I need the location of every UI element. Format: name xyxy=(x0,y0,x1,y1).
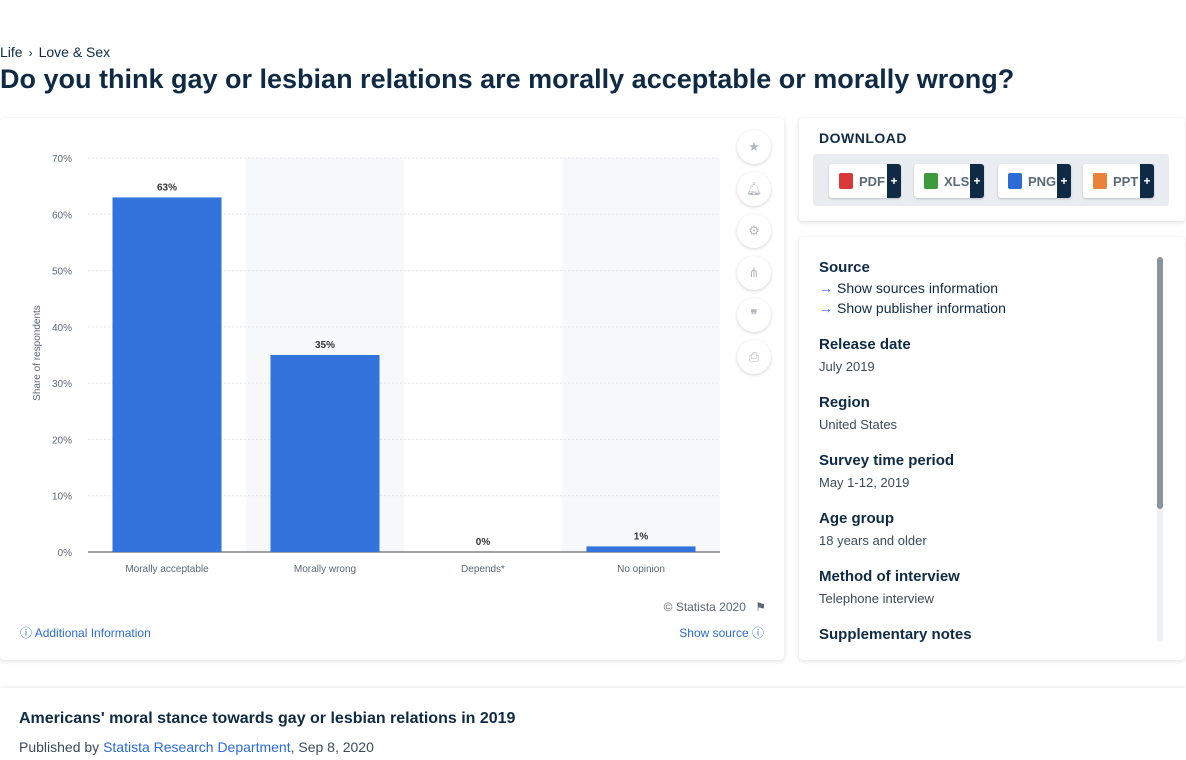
y-tick-label: 0% xyxy=(58,548,73,559)
flag-icon[interactable]: ⚑ xyxy=(755,600,766,614)
y-tick-label: 40% xyxy=(52,323,72,334)
quote-icon: ❞ xyxy=(750,307,758,322)
download-ppt-button[interactable]: PPT + xyxy=(1083,164,1154,198)
show-sources-label: Show sources information xyxy=(837,280,999,296)
publisher-link[interactable]: Statista Research Department xyxy=(103,739,291,755)
x-tick-label: Depends* xyxy=(461,564,505,575)
source-label: Source xyxy=(819,259,870,276)
y-tick-label: 30% xyxy=(52,379,72,390)
info-icon: ⓘ xyxy=(751,626,764,640)
y-tick-label: 70% xyxy=(52,154,72,165)
show-publisher-link[interactable]: → Show publisher information xyxy=(819,300,1149,316)
copyright-text: © Statista 2020 xyxy=(663,600,746,614)
download-buttons: PDF + XLS + PNG + PPT + xyxy=(813,154,1169,206)
download-card: DOWNLOAD PDF + XLS + PNG + PPT + xyxy=(799,118,1185,221)
print-button[interactable]: ⎙ xyxy=(737,340,771,374)
supplementary-notes-label: Supplementary notes xyxy=(819,626,972,643)
gear-icon: ⚙ xyxy=(748,223,760,238)
arrow-right-icon: → xyxy=(819,300,833,316)
arrow-right-icon: → xyxy=(819,280,833,296)
xls-file-icon xyxy=(924,173,938,189)
x-tick-label: No opinion xyxy=(617,564,665,575)
published-prefix: Published by xyxy=(19,739,100,755)
method-value: Telephone interview xyxy=(819,591,934,606)
plus-icon: + xyxy=(1057,164,1071,198)
data-label: 35% xyxy=(315,340,335,351)
info-icon: ⓘ xyxy=(20,626,33,640)
additional-information-link[interactable]: ⓘ Additional Information xyxy=(20,624,151,641)
region-value: United States xyxy=(819,417,898,432)
published-date: , Sep 8, 2020 xyxy=(290,739,374,755)
chevron-right-icon: › xyxy=(28,46,33,60)
breadcrumb-love-sex[interactable]: Love & Sex xyxy=(38,44,111,60)
y-tick-label: 10% xyxy=(52,492,72,503)
survey-period-label: Survey time period xyxy=(819,452,955,469)
pdf-file-icon xyxy=(839,173,853,189)
x-tick-label: Morally wrong xyxy=(294,564,356,575)
show-source-label: Show source xyxy=(679,626,749,640)
bar-chart: 0% 10% 20% 30% 40% 50% 60% 70% Share of responde… xyxy=(32,154,720,575)
statistic-summary: Americans' moral stance towards gay or l… xyxy=(0,688,1186,760)
download-ppt-label: PPT xyxy=(1113,173,1139,189)
plus-icon: + xyxy=(970,164,984,198)
print-icon: ⎙ xyxy=(748,349,760,364)
additional-information-label: Additional Information xyxy=(34,626,151,640)
plot-band-3 xyxy=(562,158,720,552)
details-scrollbar[interactable] xyxy=(1157,257,1163,641)
plus-icon: + xyxy=(887,164,901,198)
breadcrumb-life[interactable]: Life xyxy=(0,44,23,60)
show-sources-link[interactable]: → Show sources information xyxy=(819,280,1149,296)
show-source-link[interactable]: Show source ⓘ xyxy=(679,624,764,641)
bar-3 xyxy=(586,546,696,552)
share-icon: ⋔ xyxy=(748,265,760,280)
age-group-label: Age group xyxy=(819,510,894,527)
ppt-file-icon xyxy=(1093,173,1107,189)
download-pdf-label: PDF xyxy=(859,173,885,189)
favorite-button[interactable]: ★ xyxy=(737,130,771,164)
settings-button[interactable]: ⚙ xyxy=(737,214,771,248)
download-png-button[interactable]: PNG + xyxy=(998,164,1071,198)
y-axis-label: Share of respondents xyxy=(32,305,43,401)
png-file-icon xyxy=(1008,173,1022,189)
scrollbar-thumb[interactable] xyxy=(1157,257,1163,509)
show-publisher-label: Show publisher information xyxy=(837,300,1006,316)
details-list: Source → Show sources information → Show p… xyxy=(819,259,1149,643)
download-xls-label: XLS xyxy=(944,173,970,189)
published-by: Published by Statista Research Departmen… xyxy=(19,739,374,755)
share-button[interactable]: ⋔ xyxy=(737,256,771,290)
notification-button[interactable]: 🔔︎ xyxy=(737,172,771,206)
statistic-details-card: Source → Show sources information → Show p… xyxy=(799,237,1185,660)
survey-period-value: May 1-12, 2019 xyxy=(819,475,910,490)
plus-icon: + xyxy=(1140,164,1154,198)
bar-0 xyxy=(112,197,222,552)
download-pdf-button[interactable]: PDF + xyxy=(829,164,901,198)
data-label: 0% xyxy=(476,537,491,548)
breadcrumb: Life › Love & Sex xyxy=(0,44,110,60)
statistic-title: Americans' moral stance towards gay or l… xyxy=(19,710,516,727)
bell-icon: 🔔︎ xyxy=(745,181,763,196)
y-tick-label: 20% xyxy=(52,435,72,446)
y-tick-label: 50% xyxy=(52,267,72,278)
release-date-value: July 2019 xyxy=(819,359,875,374)
release-date-label: Release date xyxy=(819,336,911,353)
cite-button[interactable]: ❞ xyxy=(737,298,771,332)
star-icon: ★ xyxy=(748,139,760,154)
bar-1 xyxy=(270,355,380,552)
y-tick-label: 60% xyxy=(52,210,72,221)
download-heading: DOWNLOAD xyxy=(819,130,907,146)
method-label: Method of interview xyxy=(819,568,960,585)
chart-card: 0% 10% 20% 30% 40% 50% 60% 70% Share of responde… xyxy=(0,118,784,660)
data-label: 1% xyxy=(634,531,649,542)
copyright-notice: © Statista 2020 ⚑ xyxy=(664,600,766,614)
download-png-label: PNG xyxy=(1028,173,1057,189)
region-label: Region xyxy=(819,394,870,411)
age-group-value: 18 years and older xyxy=(819,533,927,548)
data-label: 63% xyxy=(157,182,177,193)
x-tick-label: Morally acceptable xyxy=(125,564,209,575)
page-title: Do you think gay or lesbian relations ar… xyxy=(0,64,1015,94)
download-xls-button[interactable]: XLS + xyxy=(914,164,984,198)
chart-toolbar: ★ 🔔︎ ⚙ ⋔ ❞ ⎙ xyxy=(737,130,773,382)
